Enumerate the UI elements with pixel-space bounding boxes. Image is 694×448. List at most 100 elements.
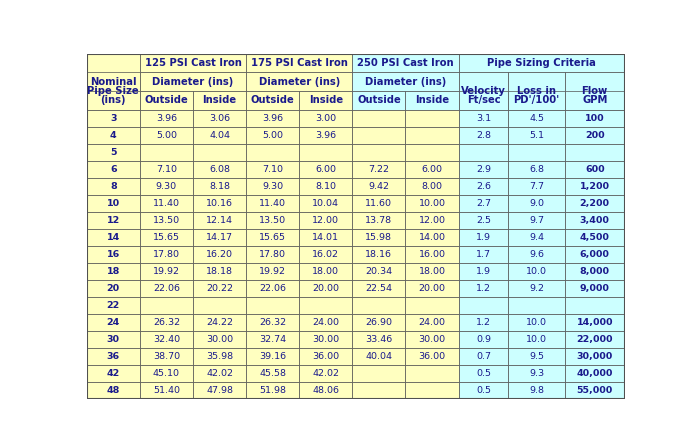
Bar (299, 246, 353, 263)
Text: 200: 200 (585, 131, 604, 140)
Text: 14.00: 14.00 (418, 233, 446, 241)
Bar (299, 263, 353, 280)
Bar (565, 382, 625, 399)
Text: Pipe Size: Pipe Size (87, 86, 139, 96)
Text: 24.22: 24.22 (206, 318, 233, 327)
Bar (299, 382, 353, 399)
Text: 9.3: 9.3 (529, 369, 544, 378)
Text: 10.04: 10.04 (312, 198, 339, 208)
Text: Inside: Inside (415, 95, 449, 105)
Bar (87, 73, 140, 110)
Bar (565, 178, 625, 195)
Text: 2.6: 2.6 (476, 181, 491, 191)
Bar (246, 228, 299, 246)
Text: 22: 22 (107, 301, 120, 310)
Text: 2,200: 2,200 (579, 198, 610, 208)
Text: 14.17: 14.17 (206, 233, 233, 241)
Text: 6.00: 6.00 (315, 165, 337, 174)
Bar (405, 314, 459, 331)
Text: 9.6: 9.6 (529, 250, 544, 258)
Bar (87, 178, 140, 195)
Text: 8.18: 8.18 (209, 181, 230, 191)
Text: Outside: Outside (144, 95, 188, 105)
Bar (459, 73, 509, 110)
Bar (565, 91, 625, 110)
Text: 16.02: 16.02 (312, 250, 339, 258)
Bar (87, 195, 140, 211)
Text: Flow: Flow (582, 86, 608, 96)
Text: 42.02: 42.02 (312, 369, 339, 378)
Text: Inside: Inside (309, 95, 343, 105)
Bar (87, 297, 140, 314)
Text: 10.0: 10.0 (526, 318, 547, 327)
Bar (565, 348, 625, 365)
Bar (509, 161, 565, 178)
Bar (405, 331, 459, 348)
Text: 47.98: 47.98 (206, 386, 233, 395)
Bar (87, 280, 140, 297)
Bar (565, 280, 625, 297)
Bar (459, 365, 509, 382)
Text: 3: 3 (110, 114, 117, 123)
Text: Diameter (ins): Diameter (ins) (365, 77, 446, 87)
Text: 8.10: 8.10 (315, 181, 337, 191)
Bar (405, 382, 459, 399)
Bar (87, 161, 140, 178)
Bar (140, 382, 193, 399)
Text: 6.8: 6.8 (529, 165, 544, 174)
Bar (353, 110, 405, 127)
Bar (405, 365, 459, 382)
Bar (509, 127, 565, 144)
Text: 11.60: 11.60 (366, 198, 392, 208)
Bar (353, 54, 459, 73)
Bar (353, 246, 405, 263)
Text: 26.90: 26.90 (366, 318, 392, 327)
Bar (140, 348, 193, 365)
Bar (565, 246, 625, 263)
Bar (353, 263, 405, 280)
Text: 9.30: 9.30 (156, 181, 177, 191)
Text: 38.70: 38.70 (153, 352, 180, 361)
Bar (459, 91, 509, 110)
Bar (193, 382, 246, 399)
Bar (87, 211, 140, 228)
Bar (140, 297, 193, 314)
Text: 7.10: 7.10 (156, 165, 177, 174)
Text: 0.5: 0.5 (476, 369, 491, 378)
Bar (246, 110, 299, 127)
Text: 51.40: 51.40 (153, 386, 180, 395)
Text: 1,200: 1,200 (579, 181, 610, 191)
Text: Nominal: Nominal (90, 77, 137, 87)
Bar (87, 144, 140, 161)
Bar (353, 73, 459, 91)
Bar (299, 178, 353, 195)
Text: 15.98: 15.98 (366, 233, 392, 241)
Text: 24.00: 24.00 (312, 318, 339, 327)
Bar (246, 331, 299, 348)
Bar (459, 195, 509, 211)
Text: 30.00: 30.00 (418, 335, 446, 344)
Text: (ins): (ins) (101, 95, 126, 105)
Text: 10.0: 10.0 (526, 267, 547, 276)
Bar (459, 331, 509, 348)
Bar (353, 195, 405, 211)
Text: 0.7: 0.7 (476, 352, 491, 361)
Bar (246, 211, 299, 228)
Text: 24.00: 24.00 (418, 318, 446, 327)
Text: 16.20: 16.20 (206, 250, 233, 258)
Bar (565, 263, 625, 280)
Bar (509, 73, 565, 110)
Text: 4.5: 4.5 (529, 114, 544, 123)
Text: 4.04: 4.04 (209, 131, 230, 140)
Bar (565, 195, 625, 211)
Text: 15.65: 15.65 (259, 233, 286, 241)
Text: 125 PSI Cast Iron: 125 PSI Cast Iron (144, 58, 242, 68)
Bar (509, 297, 565, 314)
Bar (246, 73, 353, 91)
Text: 12.00: 12.00 (418, 215, 446, 225)
Text: 6: 6 (110, 165, 117, 174)
Text: 18.00: 18.00 (312, 267, 339, 276)
Text: 4,500: 4,500 (579, 233, 609, 241)
Bar (193, 110, 246, 127)
Text: Outside: Outside (251, 95, 294, 105)
